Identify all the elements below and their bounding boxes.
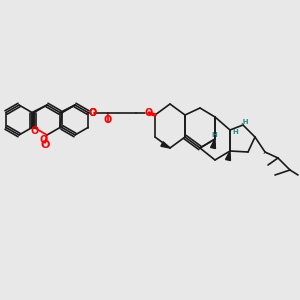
Text: O: O xyxy=(40,140,50,150)
Polygon shape xyxy=(161,142,170,148)
Text: O: O xyxy=(145,108,153,118)
Text: ...: ... xyxy=(262,150,267,155)
Text: H: H xyxy=(232,129,238,135)
Polygon shape xyxy=(211,139,215,148)
Text: O: O xyxy=(89,108,97,118)
Text: O: O xyxy=(104,115,112,125)
Text: H: H xyxy=(211,132,217,138)
Text: O: O xyxy=(40,135,48,145)
Text: ,H: ,H xyxy=(241,119,250,125)
Text: O: O xyxy=(31,126,39,136)
Text: O: O xyxy=(89,108,97,118)
Polygon shape xyxy=(226,151,230,160)
